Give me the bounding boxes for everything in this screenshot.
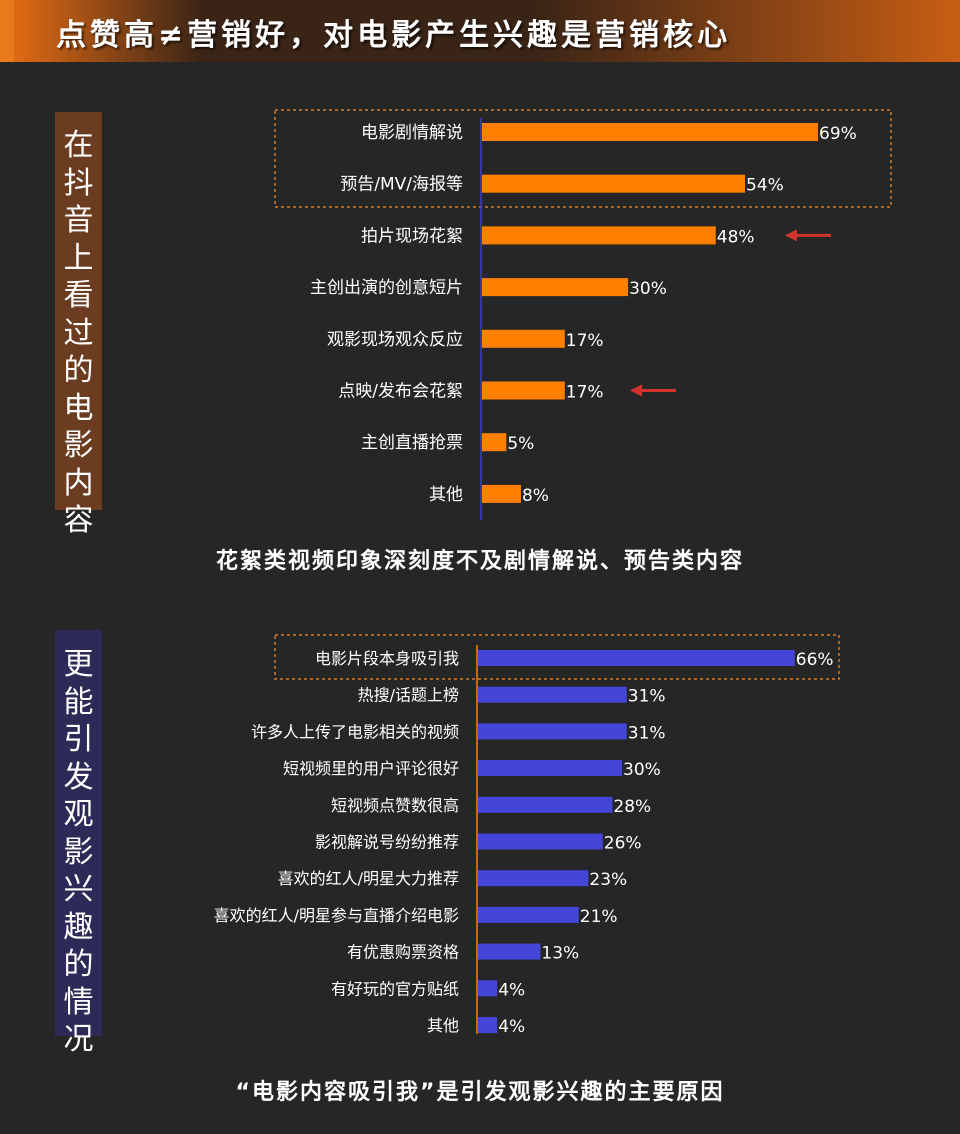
category-label: 其他 [429,485,463,505]
side-label-char: 兴 [63,872,94,907]
arrow-icon [630,384,642,397]
category-label: 观影现场观众反应 [327,330,463,350]
value-label: 66% [796,650,834,670]
category-label: 热搜/话题上榜 [358,686,459,705]
value-label: 21% [580,907,618,927]
category-label: 短视频里的用户评论很好 [283,759,459,778]
chart-interest-drivers: 电影片段本身吸引我 66% 热搜/话题上榜 31% 许多人上传了电影相关的视频 31% 短视… [214,634,840,1037]
category-label: 主创出演的创意短片 [310,278,463,298]
bar [482,329,565,348]
category-label: 电影剧情解说 [361,123,463,143]
bar [478,686,627,703]
side-label-char: 引 [63,722,94,757]
side-label-char: 影 [63,834,94,870]
side-label-char: 发 [63,759,94,795]
value-label: 13% [541,944,579,964]
bar [478,796,613,813]
category-label: 电影片段本身吸引我 [315,649,459,668]
section1-side-label: 在抖音上看过的电影内容 [55,112,102,538]
bar [482,174,745,193]
category-label: 短视频点赞数很高 [331,796,459,815]
value-label: 4% [498,980,525,1000]
category-label: 有好玩的官方贴纸 [331,979,459,998]
side-label-char: 在 [63,128,94,163]
value-label: 28% [613,797,651,817]
value-label: 48% [717,227,755,247]
bar [482,226,716,245]
value-label: 5% [507,434,534,454]
arrow-icon [785,229,797,242]
value-label: 17% [566,383,604,403]
value-label: 17% [566,331,604,351]
highlight-box [274,109,892,208]
category-label: 其他 [427,1016,459,1035]
value-label: 54% [746,176,784,196]
category-label: 主创直播抢票 [361,433,463,453]
bar [482,484,521,503]
category-label: 点映/发布会花絮 [338,382,463,402]
chart-content-viewed: 电影剧情解说 69% 预告/MV/海报等 54% 拍片现场花絮 48% 主创出演的创意短片 3… [274,109,892,520]
bar [478,1017,498,1033]
bar [478,906,579,923]
value-label: 8% [522,486,549,506]
side-label-char: 内 [63,465,94,501]
category-label: 影视解说号纷纷推荐 [315,833,459,852]
side-label-char: 能 [63,684,94,720]
side-label-char: 音 [63,203,94,238]
category-label: 有优惠购票资格 [347,943,459,962]
side-label-char: 观 [63,797,94,832]
value-label: 4% [498,1017,525,1037]
bar [478,870,589,887]
bar [482,278,629,297]
section2-caption: “电影内容吸引我”是引发观影兴趣的主要原因 [235,1080,725,1105]
category-label: 预告/MV/海报等 [340,175,463,195]
value-label: 31% [628,687,666,707]
bar [478,723,627,740]
side-label-char: 况 [63,1022,94,1057]
category-label: 喜欢的红人/明星大力推荐 [278,869,459,888]
value-label: 30% [629,279,667,299]
section2-side-label: 更能引发观影兴趣的情况 [55,630,102,1057]
value-label: 69% [819,124,857,144]
bar [478,650,795,666]
side-label-char: 更 [63,647,94,682]
side-label-char: 上 [63,240,94,276]
side-label-char: 的 [63,353,94,388]
value-label: 23% [589,870,627,890]
side-label-char: 容 [63,503,94,538]
bar [482,381,565,400]
value-label: 30% [623,760,661,780]
side-label-char: 过 [63,315,94,351]
highlight-box [274,634,840,680]
side-label-char: 趣 [63,909,94,945]
category-label: 拍片现场花絮 [361,226,463,246]
bar [478,833,603,850]
bar [478,980,498,997]
value-label: 26% [604,834,642,854]
bar [478,943,541,960]
section1-caption: 花絮类视频印象深刻度不及剧情解说、预告类内容 [215,549,744,574]
bar [482,433,507,452]
page-title: 点赞高≠营销好，对电影产生兴趣是营销核心 [56,18,732,53]
side-label-char: 影 [63,428,94,463]
bar [478,760,622,777]
side-label-char: 电 [63,390,94,426]
side-label-char: 的 [63,947,94,982]
category-label: 喜欢的红人/明星参与直播介绍电影 [214,906,459,925]
category-label: 许多人上传了电影相关的视频 [251,722,459,741]
bar [482,123,819,141]
side-label-char: 情 [63,984,94,1020]
side-label-char: 抖 [63,165,94,201]
header-banner: 点赞高≠营销好，对电影产生兴趣是营销核心 [0,0,960,62]
value-label: 31% [628,723,666,743]
side-label-char: 看 [63,278,94,313]
